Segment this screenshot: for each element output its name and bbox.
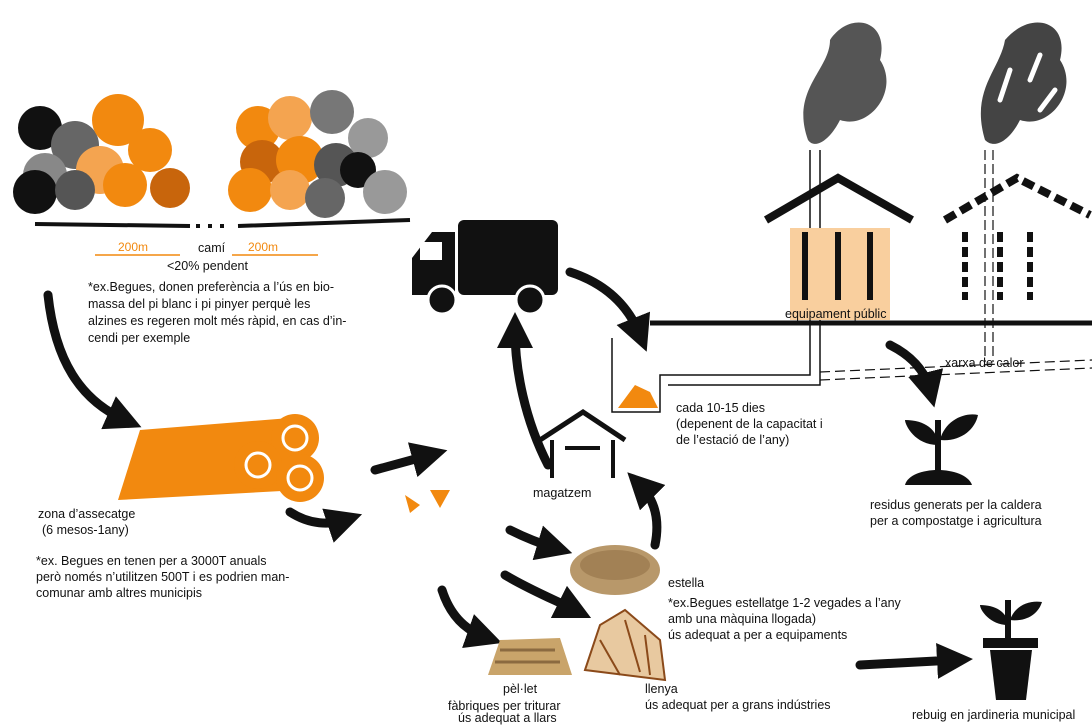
pellets	[488, 638, 572, 675]
residue-label: residus generats per la caldera	[870, 498, 1042, 512]
chips-note: ús adequat a per a equipaments	[668, 628, 847, 642]
firewood-label: ús adequat per a grans indústries	[645, 698, 831, 712]
delivery-label: de l’estació de l’any)	[676, 433, 789, 447]
note-line: alzines es regeren molt més ràpid, en ca…	[88, 314, 346, 328]
plant-icon	[905, 414, 978, 485]
forest	[13, 90, 410, 255]
diagram: 200m 200m camí <20% pendent *ex.Begues, …	[0, 0, 1092, 727]
pellet-label: ús adequat a llars	[458, 711, 557, 725]
drying-note: comunar amb altres municipis	[36, 586, 202, 600]
delivery-label: cada 10-15 dies	[676, 401, 765, 415]
chips-label: estella	[668, 576, 704, 590]
firewood	[585, 610, 665, 680]
drying-label: (6 mesos-1any)	[42, 523, 129, 537]
drying-note: però només n’utilitzen 500T i es podrien…	[36, 570, 289, 584]
truck	[412, 220, 558, 314]
distance-label: 200m	[248, 240, 278, 254]
pellet-label: pèl·let	[503, 682, 538, 696]
distance-label: 200m	[118, 240, 148, 254]
residue-label: per a compostatge i agricultura	[870, 514, 1042, 528]
delivery-label: (depenent de la capacitat i	[676, 417, 823, 431]
drying-note: *ex. Begues en tenen per a 3000T anuals	[36, 554, 267, 568]
note-line: cendi per exemple	[88, 331, 190, 345]
pot-icon	[980, 600, 1042, 700]
firewood-label: llenya	[645, 682, 678, 696]
waste-label: rebuig en jardineria municipal	[912, 708, 1075, 722]
chips-note: *ex.Begues estellatge 1-2 vegades a l’an…	[668, 596, 902, 610]
forest-note: *ex.Begues, donen preferència a l’ús en …	[88, 280, 346, 345]
storage-label: magatzem	[533, 486, 591, 500]
storage	[540, 412, 625, 478]
drying-label: zona d’assecatge	[38, 507, 135, 521]
network-label: xarxa de calor	[945, 356, 1024, 370]
slope-label: <20% pendent	[167, 259, 249, 273]
facility-label: equipament públic	[785, 307, 886, 321]
chips-note: amb una màquina llogada)	[668, 612, 816, 626]
path-label: camí	[198, 241, 226, 255]
wood-chips	[570, 545, 660, 595]
houses	[766, 23, 1090, 320]
note-line: massa del pi blanc i pi pinyer perquè le…	[88, 297, 310, 311]
note-line: *ex.Begues, donen preferència a l’ús en …	[88, 280, 334, 294]
